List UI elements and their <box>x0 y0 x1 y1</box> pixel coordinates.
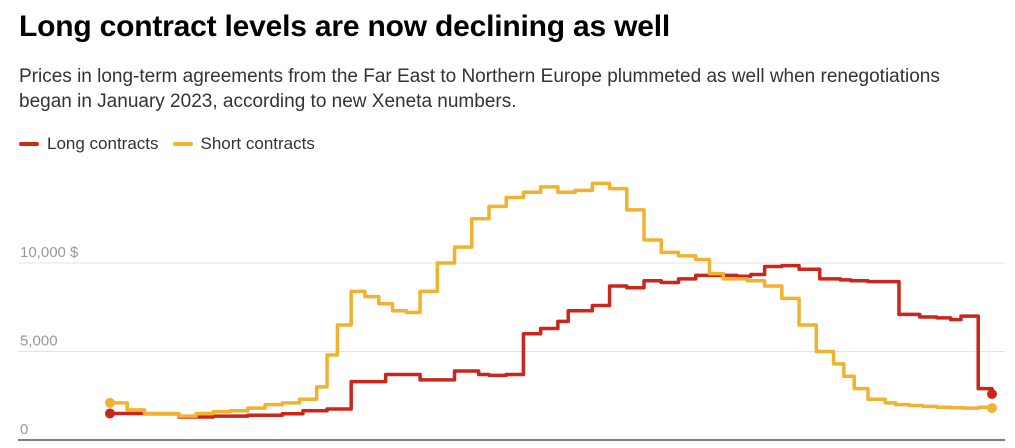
y-tick-label: 0 <box>20 421 28 438</box>
series-line-long <box>110 263 994 419</box>
legend-swatch-long <box>19 142 39 146</box>
legend-swatch-short <box>172 142 193 146</box>
chart-subtitle: Prices in long-term agreements from the … <box>19 66 940 112</box>
legend-label-short: Short contracts <box>200 134 315 153</box>
legend-item-short: Short contracts <box>172 134 315 154</box>
legend-label-long: Long contracts <box>47 134 159 153</box>
series-point-long-start <box>105 408 115 419</box>
chart-title: Long contract levels are now declining a… <box>19 10 670 43</box>
series-line-short <box>110 181 994 418</box>
y-tick-label: 5,000 <box>20 333 58 350</box>
series-point-short-end <box>987 403 997 414</box>
legend-item-long: Long contracts <box>19 134 159 154</box>
legend: Long contracts Short contracts <box>19 134 329 154</box>
series-point-short-start <box>105 397 115 408</box>
series-point-long-end <box>987 388 997 399</box>
y-tick-label: 10,000 $ <box>20 244 79 261</box>
